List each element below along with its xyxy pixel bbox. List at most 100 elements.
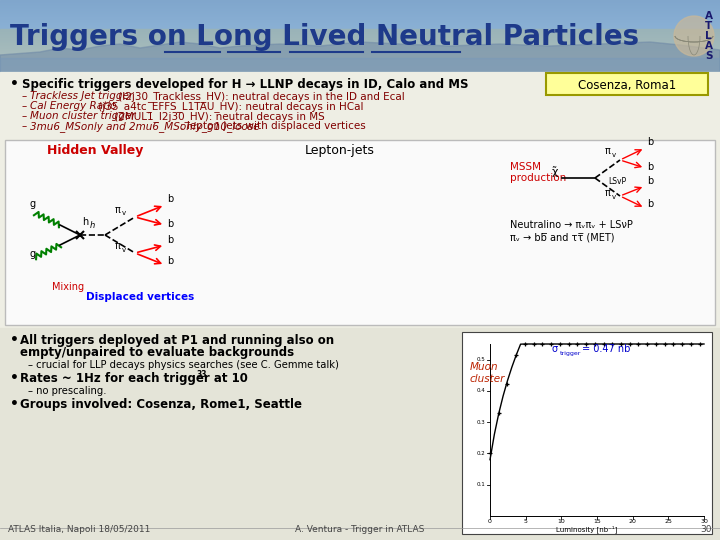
Bar <box>0 63 720 64</box>
Text: MSSM: MSSM <box>510 162 541 172</box>
Text: trigger: trigger <box>560 351 581 356</box>
Text: b: b <box>167 194 174 204</box>
Text: 0.3: 0.3 <box>476 420 485 424</box>
Bar <box>0 28 720 29</box>
Text: Displaced vertices: Displaced vertices <box>86 292 194 302</box>
Bar <box>0 14 720 15</box>
Text: Neutralino → πᵥπᵥ + LSνP: Neutralino → πᵥπᵥ + LSνP <box>510 220 633 230</box>
Bar <box>0 48 720 49</box>
FancyBboxPatch shape <box>546 73 708 95</box>
Text: 3mu6_MSonly and 2mu6_MSonly_g10_loose: 3mu6_MSonly and 2mu6_MSonly_g10_loose <box>30 121 260 132</box>
Bar <box>0 49 720 50</box>
Bar <box>0 1 720 2</box>
Text: A. Ventura - Trigger in ATLAS: A. Ventura - Trigger in ATLAS <box>295 525 425 534</box>
Text: empty/unpaired to evaluate backgrounds: empty/unpaired to evaluate backgrounds <box>20 346 294 359</box>
Text: Triggers on Long Lived Neutral Particles: Triggers on Long Lived Neutral Particles <box>10 23 639 51</box>
Bar <box>0 47 720 48</box>
Bar <box>0 39 720 40</box>
Bar <box>0 58 720 59</box>
Bar <box>0 23 720 24</box>
Text: (2MUL1_l2j30_HV): neutral decays in MS: (2MUL1_l2j30_HV): neutral decays in MS <box>111 111 325 122</box>
Text: Rates ~ 1Hz for each trigger at 10: Rates ~ 1Hz for each trigger at 10 <box>20 372 248 385</box>
Bar <box>0 26 720 27</box>
Bar <box>0 51 720 52</box>
Bar <box>0 20 720 21</box>
Text: ATLAS Italia, Napoli 18/05/2011: ATLAS Italia, Napoli 18/05/2011 <box>8 525 150 534</box>
Bar <box>0 11 720 12</box>
Text: b: b <box>647 162 653 172</box>
Bar <box>0 34 720 35</box>
Bar <box>0 64 720 65</box>
Bar <box>0 71 720 72</box>
Bar <box>0 59 720 60</box>
Bar <box>0 16 720 17</box>
Text: π: π <box>605 146 611 156</box>
Text: LSvP: LSvP <box>608 177 626 186</box>
Bar <box>0 0 720 1</box>
Bar <box>0 10 720 11</box>
Bar <box>0 12 720 13</box>
Text: b: b <box>167 219 174 229</box>
Bar <box>0 31 720 32</box>
Bar <box>0 33 720 34</box>
Bar <box>0 25 720 26</box>
Text: 15: 15 <box>593 519 601 524</box>
Text: b: b <box>647 137 653 147</box>
Text: : lepton jets with displaced vertices: : lepton jets with displaced vertices <box>180 121 366 131</box>
Text: b: b <box>167 256 174 266</box>
Bar <box>0 42 720 43</box>
Bar <box>0 24 720 25</box>
Text: –: – <box>22 121 30 131</box>
Text: production: production <box>510 173 566 183</box>
Bar <box>0 53 720 54</box>
Text: h: h <box>90 221 95 230</box>
Bar <box>0 7 720 8</box>
Bar <box>0 4 720 5</box>
Bar <box>0 45 720 46</box>
Bar <box>5 140 715 325</box>
Bar <box>0 62 720 63</box>
Text: –: – <box>22 91 30 101</box>
Text: (j35_a4tc_EFFS_L1TAU_HV): neutral decays in HCal: (j35_a4tc_EFFS_L1TAU_HV): neutral decays… <box>95 101 364 112</box>
Bar <box>0 21 720 22</box>
Bar <box>0 52 720 53</box>
Polygon shape <box>0 42 720 72</box>
Text: –: – <box>22 111 30 121</box>
Text: •: • <box>10 371 19 385</box>
Text: 0.1: 0.1 <box>476 482 485 487</box>
Text: Trackless Jet trigger: Trackless Jet trigger <box>30 91 133 101</box>
Text: g: g <box>30 199 36 209</box>
Text: A: A <box>705 41 713 51</box>
Bar <box>0 40 720 41</box>
Bar <box>0 13 720 14</box>
Text: – no prescaling.: – no prescaling. <box>28 386 107 396</box>
Text: (l2j30_Trackless_HV): neutral decays in the ID and Ecal: (l2j30_Trackless_HV): neutral decays in … <box>115 91 405 102</box>
Text: = 0.47 nb: = 0.47 nb <box>582 344 631 354</box>
Bar <box>0 54 720 55</box>
Text: L: L <box>705 31 711 41</box>
Text: Mixing: Mixing <box>52 282 84 292</box>
Bar <box>0 58 720 72</box>
Text: Luminosity [nb⁻¹]: Luminosity [nb⁻¹] <box>557 525 618 533</box>
Bar <box>462 332 712 534</box>
Text: b: b <box>647 199 653 209</box>
Text: b: b <box>647 176 653 186</box>
Bar <box>0 32 720 33</box>
Text: χ̃: χ̃ <box>552 166 559 177</box>
Bar <box>0 38 720 39</box>
Bar <box>0 8 720 9</box>
Bar <box>0 57 720 58</box>
Bar <box>0 69 720 70</box>
Text: v: v <box>612 152 616 158</box>
Bar <box>0 43 720 44</box>
Polygon shape <box>0 42 720 72</box>
Text: v: v <box>122 210 126 216</box>
Text: 20: 20 <box>629 519 636 524</box>
Bar <box>0 22 720 23</box>
Text: A: A <box>705 11 713 21</box>
Text: g: g <box>30 249 36 259</box>
Bar <box>0 29 720 30</box>
Bar <box>0 6 720 7</box>
Text: Cal Energy Ratio: Cal Energy Ratio <box>30 101 117 111</box>
Bar <box>0 60 720 61</box>
